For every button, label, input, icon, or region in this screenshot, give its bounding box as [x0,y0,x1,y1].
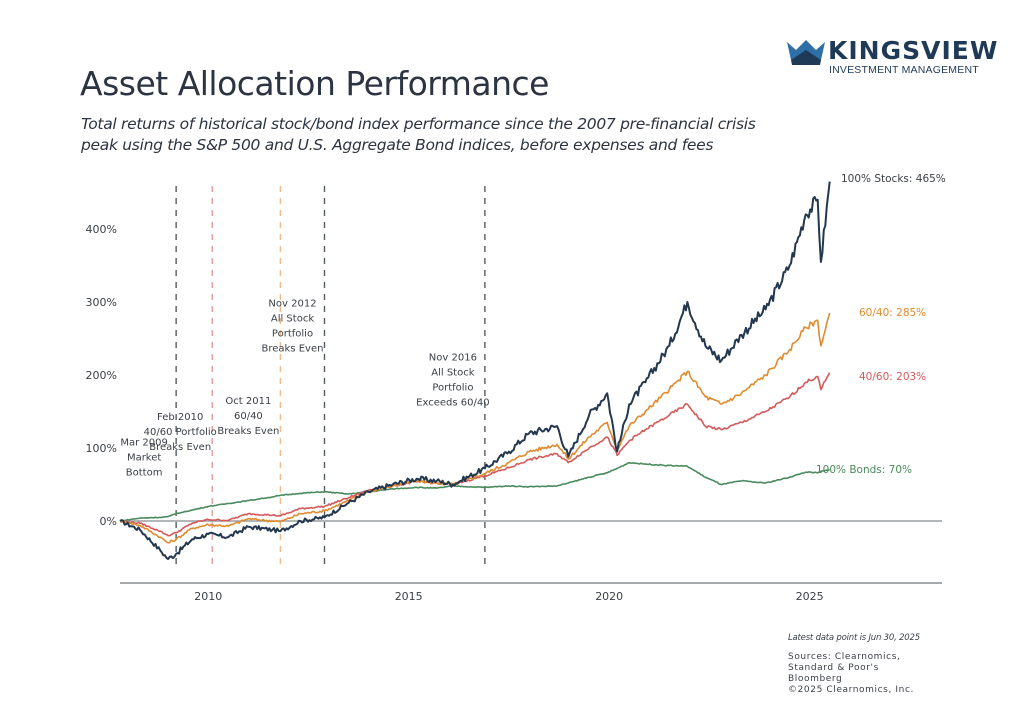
y-axis: 0% 100% 200% 300% 400% [86,223,117,528]
annotation-label: Breaks Even [262,344,324,355]
series-end-label: 100% Bonds: 70% [816,464,912,476]
series-line-60-40 [119,312,831,544]
brand-logo: KINGSVIEW INVESTMENT MANAGEMENT [787,36,997,78]
latest-data-note: Latest data point is Jun 30, 2025 [788,633,920,643]
series-end-label: 40/60: 203% [859,371,926,383]
x-tick-label: 2020 [595,590,623,603]
end-labels: 100% Stocks: 465% 60/40: 285% 40/60: 203% 1… [816,173,946,476]
series-line-40-60 [119,372,831,537]
source-line: Sources: Clearnomics, [788,652,901,662]
series-end-label: 100% Stocks: 465% [841,173,946,185]
annotation-label: Market [127,453,161,464]
x-axis: 2010 2015 2020 2025 [194,590,823,603]
series-end-label: 60/40: 285% [859,307,926,319]
annotation-label: Breaks Even [149,442,211,453]
annotation-label: Oct 2011 [225,396,271,407]
y-tick-label: 400% [86,223,117,236]
annotation-label: Mar 2009 [120,438,168,449]
y-tick-label: 100% [86,442,117,455]
series-line-100-bonds [119,461,830,522]
subtitle-line-2: peak using the S&P 500 and U.S. Aggregat… [81,136,714,154]
series-line-100-stocks [119,181,831,560]
brand-tagline: INVESTMENT MANAGEMENT [829,64,979,76]
annotation-label: Portfolio [432,383,473,394]
annotation-label: Exceeds 60/40 [416,398,489,409]
subtitle-line-1: Total returns of historical stock/bond i… [81,115,756,133]
annotation-label: Breaks Even [217,426,279,437]
annotation-label: Bottom [126,468,163,479]
brand-name: KINGSVIEW [828,36,999,65]
x-tick-label: 2010 [194,590,222,603]
source-line: Standard & Poor's [788,663,879,673]
annotation-label: All Stock [271,314,314,325]
source-line: Bloomberg [788,674,843,684]
y-tick-label: 0% [100,515,117,528]
annotation-layer: Mar 2009 Market Bottom Feb 2010 40/60 Portfo… [120,186,490,566]
annotation-label: Nov 2012 [268,299,316,310]
annotation-label: Feb 2010 [157,412,203,423]
series-layer [119,181,831,560]
page-title: Asset Allocation Performance [80,64,549,103]
page-subtitle: Total returns of historical stock/bond i… [81,114,841,156]
x-tick-label: 2015 [395,590,423,603]
annotation-label: Nov 2016 [429,353,477,364]
annotation-label: 60/40 [234,411,263,422]
x-tick-label: 2025 [796,590,824,603]
annotation-label: Portfolio [272,329,313,340]
crown-icon [787,40,825,65]
annotation-label: 40/60 Portfolio [144,427,217,438]
annotation-label: All Stock [431,368,474,379]
y-tick-label: 200% [86,369,117,382]
copyright: ©2025 Clearnomics, Inc. [788,685,914,695]
sources-note: Sources: Clearnomics, Standard & Poor's … [788,652,914,696]
y-tick-label: 300% [86,296,117,309]
